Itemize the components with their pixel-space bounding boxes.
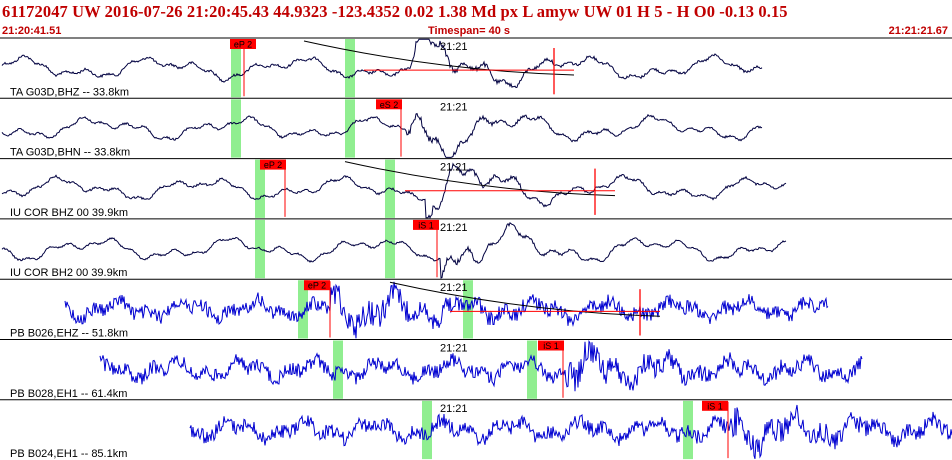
event-summary-title: 61172047 UW 2016-07-26 21:20:45.43 44.93… (2, 2, 788, 21)
event-header: 61172047 UW 2016-07-26 21:20:45.43 44.93… (0, 0, 952, 38)
end-time-label: 21:21:21.67 (888, 25, 948, 37)
trace-row[interactable]: eS 2 21:21 TA G03D,BHN -- 33.8km (0, 97, 952, 159)
trace-row[interactable]: iS 1 21:21 PB B028,EH1 -- 61.4km (0, 339, 952, 400)
phase-pick-flag[interactable] (376, 99, 402, 110)
pick-window-marker (231, 39, 241, 98)
station-channel-label: TA G03D,BHN -- 33.8km (10, 147, 130, 159)
pick-window-marker (298, 280, 308, 339)
pick-window-marker (385, 159, 395, 218)
phase-pick-label: iS 1 (418, 220, 434, 230)
waveform-trace (1, 221, 787, 279)
phase-pick-label: iS 1 (543, 341, 559, 351)
coda-duration-curve (389, 281, 661, 317)
minute-mark-label: 21:21 (440, 41, 468, 53)
timespan-label: Timespan= 40 s (428, 25, 511, 37)
pick-window-marker (345, 39, 355, 98)
phase-pick-flag[interactable] (230, 39, 256, 49)
station-channel-label: PB B026,EHZ -- 51.8km (10, 328, 128, 340)
phase-pick-flag[interactable] (413, 219, 439, 230)
pick-window-marker (422, 400, 432, 460)
phase-pick-label: eS 2 (380, 100, 399, 110)
phase-pick-flag[interactable] (538, 340, 564, 351)
trace-row[interactable]: eP 2 21:21 IU COR BHZ 00 39.9km (0, 158, 952, 219)
waveform-trace (189, 404, 952, 460)
pick-window-marker (385, 219, 395, 279)
station-channel-label: IU COR BHZ 00 39.9km (10, 207, 128, 219)
minute-mark-label: 21:21 (440, 101, 468, 113)
start-time-label: 21:20:41.51 (2, 25, 62, 37)
minute-mark-label: 21:21 (440, 403, 468, 415)
trace-row[interactable]: eP 2 21:21 PB B026,EHZ -- 51.8km (0, 278, 952, 340)
station-channel-label: IU COR BH2 00 39.9km (10, 267, 127, 279)
waveform-trace (1, 162, 787, 219)
pick-window-marker (333, 340, 343, 399)
phase-pick-label: eP 2 (264, 160, 282, 170)
minute-mark-label: 21:21 (440, 343, 468, 355)
waveform-trace (99, 339, 863, 392)
station-channel-label: PB B028,EH1 -- 61.4km (10, 388, 127, 400)
pick-window-marker (527, 340, 537, 399)
pick-window-marker (231, 99, 241, 158)
minute-mark-label: 21:21 (440, 222, 468, 234)
coda-duration-curve (344, 161, 616, 197)
minute-mark-label: 21:21 (440, 162, 468, 174)
phase-pick-label: iS 1 (707, 401, 723, 411)
pick-window-marker (345, 99, 355, 158)
phase-pick-flag[interactable] (304, 280, 330, 291)
station-channel-label: PB B024,EH1 -- 85.1km (10, 448, 127, 460)
trace-row[interactable]: iS 1 21:21 PB B024,EH1 -- 85.1km (0, 399, 952, 460)
coda-duration-curve (303, 40, 575, 76)
phase-pick-flag[interactable] (702, 400, 728, 411)
phase-pick-label: eP 2 (234, 40, 252, 50)
waveform-trace (1, 38, 763, 89)
waveform-trace (1, 112, 763, 158)
trace-row[interactable]: iS 1 21:21 IU COR BH2 00 39.9km (0, 218, 952, 279)
minute-mark-label: 21:21 (440, 282, 468, 294)
phase-pick-label: eP 2 (308, 281, 326, 291)
station-channel-label: TA G03D,BHZ -- 33.8km (10, 86, 129, 98)
trace-row[interactable]: eP 2 21:21 TA G03D,BHZ -- 33.8km (0, 37, 952, 98)
waveform-trace (64, 281, 829, 339)
pick-window-marker (255, 159, 265, 218)
phase-pick-flag[interactable] (260, 159, 286, 170)
